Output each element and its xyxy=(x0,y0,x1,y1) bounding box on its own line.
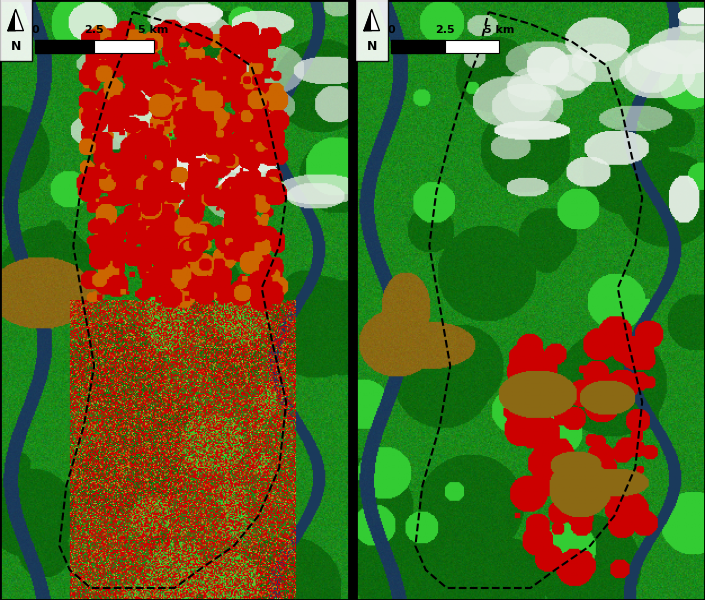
Text: N: N xyxy=(367,40,377,53)
FancyBboxPatch shape xyxy=(355,0,388,61)
Bar xyxy=(35,40,94,53)
FancyBboxPatch shape xyxy=(0,0,32,61)
Polygon shape xyxy=(372,10,379,31)
Text: 2.5: 2.5 xyxy=(85,25,104,35)
Text: 5 km: 5 km xyxy=(484,25,514,35)
Bar xyxy=(445,40,499,53)
Text: 2.5: 2.5 xyxy=(435,25,455,35)
Polygon shape xyxy=(8,10,16,31)
Text: 5 km: 5 km xyxy=(138,25,168,35)
Text: N: N xyxy=(11,40,21,53)
Bar xyxy=(391,40,445,53)
Polygon shape xyxy=(16,10,23,31)
Polygon shape xyxy=(364,10,372,31)
Text: 0: 0 xyxy=(31,25,39,35)
Text: 0: 0 xyxy=(387,25,395,35)
Bar xyxy=(94,40,154,53)
